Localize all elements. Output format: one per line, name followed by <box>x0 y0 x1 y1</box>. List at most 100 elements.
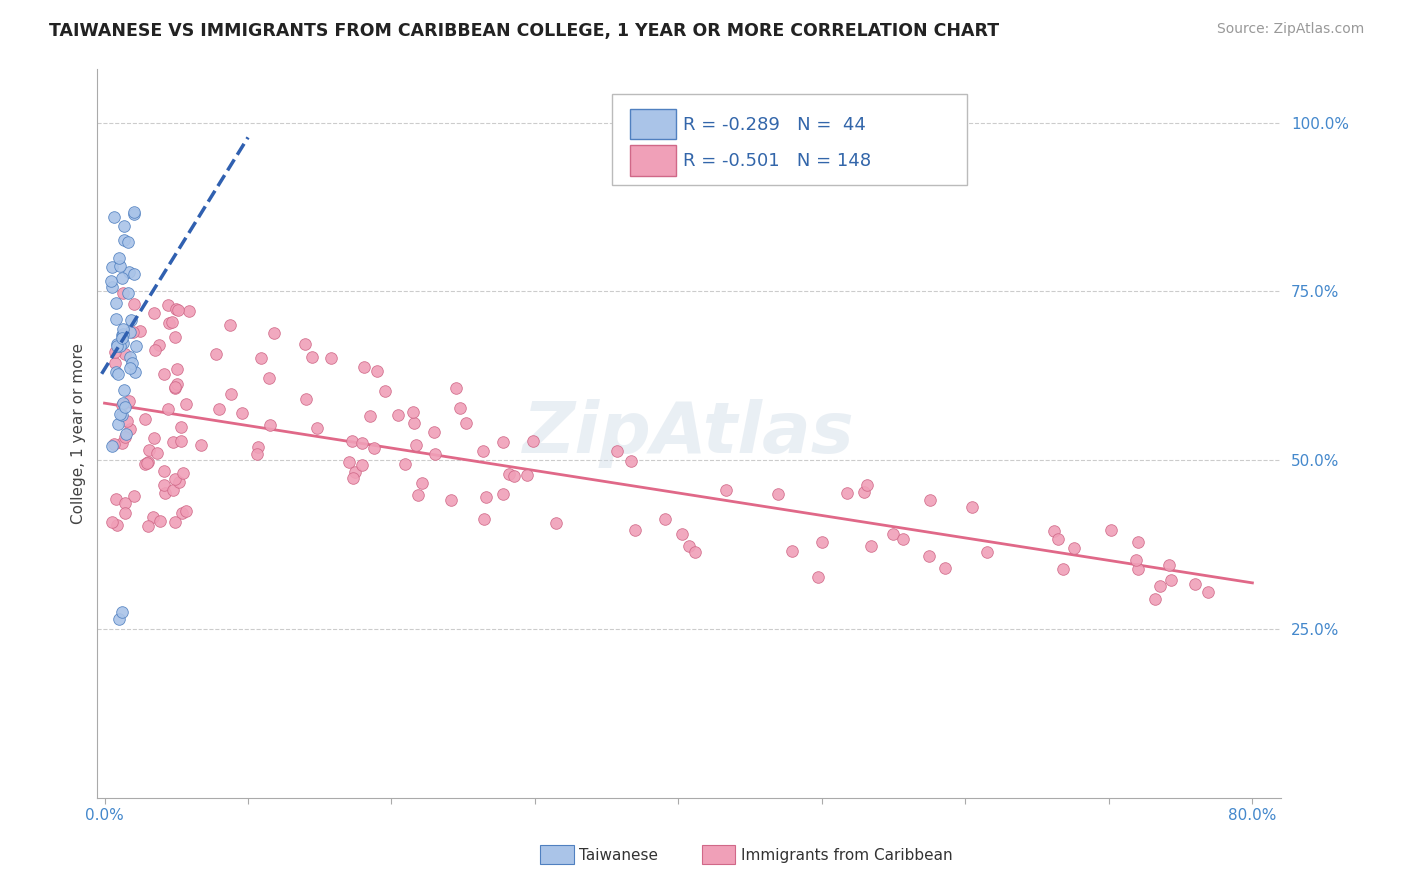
Point <box>1184 577 1206 591</box>
Point <box>620 454 643 468</box>
Point <box>105 295 128 310</box>
Point <box>402 417 425 431</box>
Point <box>449 401 471 416</box>
Point <box>498 467 520 482</box>
Point <box>135 456 157 470</box>
FancyBboxPatch shape <box>612 94 967 186</box>
Point <box>363 441 385 455</box>
Point <box>117 285 139 300</box>
Point <box>444 381 467 395</box>
Point <box>337 455 360 469</box>
Point <box>103 437 125 451</box>
Point <box>294 337 316 351</box>
Point <box>1043 524 1066 538</box>
Point <box>114 506 136 520</box>
Point <box>263 326 285 341</box>
Point <box>219 318 242 333</box>
Point <box>811 534 834 549</box>
Point <box>856 478 879 492</box>
Point <box>114 346 136 360</box>
Point <box>454 417 477 431</box>
Point <box>114 426 136 441</box>
Point <box>105 339 128 353</box>
Point <box>111 605 134 619</box>
Point <box>146 446 169 460</box>
Point <box>101 280 124 294</box>
Point <box>246 447 269 461</box>
Point <box>165 301 187 316</box>
Point <box>503 469 526 483</box>
Point <box>118 422 141 436</box>
Point <box>120 360 142 375</box>
Point <box>411 475 433 490</box>
Point <box>174 504 197 518</box>
Point <box>114 430 136 444</box>
Point <box>654 511 676 525</box>
Point <box>108 407 131 421</box>
Text: R = -0.501   N = 148: R = -0.501 N = 148 <box>683 153 872 170</box>
Point <box>374 384 396 398</box>
Point <box>1197 584 1219 599</box>
Point <box>366 364 388 378</box>
Point <box>148 338 170 352</box>
Point <box>166 376 188 391</box>
Point <box>491 435 513 450</box>
Point <box>105 492 128 507</box>
Point <box>402 405 425 419</box>
Point <box>122 297 145 311</box>
Point <box>544 516 567 531</box>
Point <box>108 252 131 266</box>
Point <box>352 435 374 450</box>
Point <box>122 489 145 503</box>
Point <box>359 409 381 423</box>
Point <box>353 359 375 374</box>
Y-axis label: College, 1 year or more: College, 1 year or more <box>72 343 86 524</box>
Point <box>124 207 146 221</box>
Point <box>117 414 139 428</box>
Text: Source: ZipAtlas.com: Source: ZipAtlas.com <box>1216 22 1364 37</box>
Point <box>134 457 156 471</box>
Point <box>108 339 131 353</box>
Point <box>882 526 904 541</box>
Point <box>678 539 700 553</box>
Point <box>110 328 132 343</box>
Point <box>1099 523 1122 537</box>
Point <box>170 434 193 448</box>
Point <box>934 561 956 575</box>
Point <box>143 305 166 319</box>
Point <box>891 532 914 546</box>
Point <box>114 400 136 414</box>
Point <box>1160 574 1182 588</box>
Point <box>606 443 628 458</box>
Point <box>142 431 165 445</box>
Point <box>257 371 280 385</box>
Point <box>101 260 124 274</box>
Point <box>111 435 134 450</box>
Point <box>122 205 145 219</box>
Point <box>108 260 131 274</box>
Point <box>231 406 253 420</box>
Point <box>387 408 409 422</box>
Point <box>108 612 131 626</box>
Text: R = -0.289   N =  44: R = -0.289 N = 44 <box>683 116 866 134</box>
Point <box>112 286 135 301</box>
Point <box>124 365 146 379</box>
Point <box>104 312 127 326</box>
Point <box>163 472 186 486</box>
Point <box>305 420 328 434</box>
Point <box>105 337 128 351</box>
Point <box>344 465 367 479</box>
Point <box>112 383 135 397</box>
Point <box>101 440 124 454</box>
Point <box>136 519 159 533</box>
Point <box>152 478 174 492</box>
Point <box>1144 592 1167 607</box>
Point <box>219 387 242 401</box>
Point <box>107 367 129 381</box>
Point <box>111 327 134 342</box>
Point <box>472 511 495 525</box>
Point <box>475 491 498 505</box>
Point <box>1046 532 1069 546</box>
Text: ZipAtlas: ZipAtlas <box>523 399 855 467</box>
Point <box>120 350 142 364</box>
